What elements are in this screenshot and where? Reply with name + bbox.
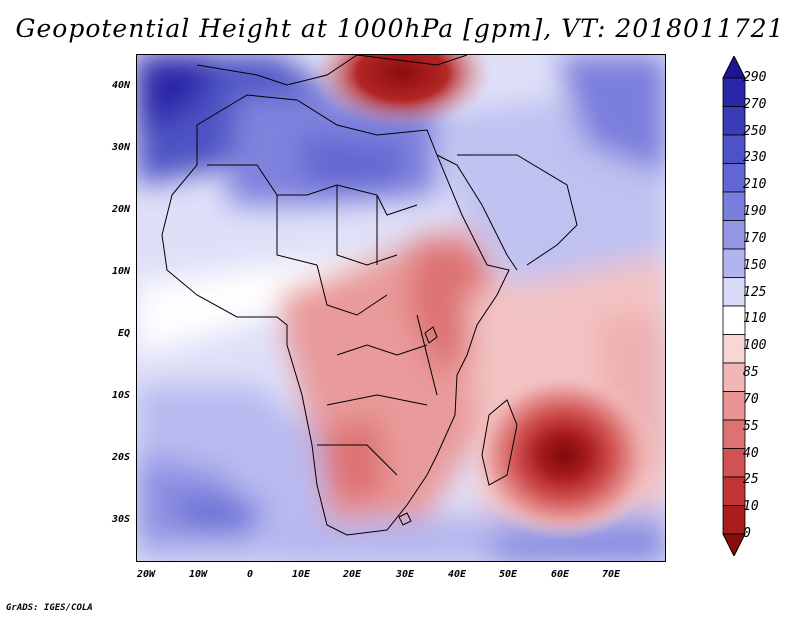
lon-label-0: 0 — [246, 569, 254, 580]
lon-label-10E: 10E — [291, 569, 311, 580]
colorbar-label: 0 — [743, 526, 751, 541]
lat-label-30N: 30N — [111, 142, 130, 153]
chart-title: Geopotential Height at 1000hPa [gpm], VT… — [15, 14, 785, 43]
colorbar-top-arrow — [722, 56, 746, 79]
colorbar-label: 250 — [743, 123, 767, 139]
mascarene-low-center — [469, 370, 659, 540]
lon-label-50E: 50E — [498, 569, 518, 580]
grads-credit: GrADS: IGES/COLA — [6, 603, 93, 613]
colorbar-segment — [722, 248, 746, 278]
colorbar-label: 290 — [743, 70, 767, 85]
colorbar-label: 55 — [743, 418, 759, 434]
colorbar-segment — [722, 163, 746, 193]
colorbar-label: 10 — [743, 499, 759, 515]
lat-label-40N: 40N — [111, 80, 130, 91]
colorbar-segment — [722, 106, 746, 136]
lat-label-20N: 20N — [111, 204, 130, 215]
map-panel[interactable] — [136, 54, 666, 562]
lat-label-20S: 20S — [111, 452, 130, 463]
colorbar-segment — [722, 334, 746, 364]
colorbar-label: 230 — [743, 150, 767, 166]
lon-label-20E: 20E — [342, 569, 362, 580]
lon-label-10W: 10W — [188, 569, 208, 580]
mediterranean-high-center — [312, 55, 492, 128]
lat-label-10N: 10N — [111, 266, 130, 277]
colorbar-segment — [722, 277, 746, 307]
colorbar-segment — [722, 191, 746, 221]
colorbar-segment — [722, 134, 746, 164]
coastlines — [161, 55, 578, 536]
colorbar-label: 85 — [743, 365, 759, 381]
colorbar-segment — [722, 419, 746, 449]
lat-label-30S: 30S — [111, 514, 130, 525]
colorbar-label: 170 — [743, 230, 767, 246]
colorbar-label: 190 — [743, 204, 767, 220]
colorbar-label: 125 — [743, 284, 767, 300]
lat-label-eq: EQ — [117, 328, 130, 339]
colorbar-segment — [722, 391, 746, 421]
colorbar-segment — [722, 77, 746, 107]
colorbar-bottom-arrow — [722, 533, 746, 556]
colorbar-segment — [722, 448, 746, 478]
colorbar-label: 150 — [743, 257, 767, 273]
geopotential-field — [137, 55, 665, 561]
colorbar-label: 40 — [743, 445, 759, 461]
lon-label-30E: 30E — [395, 569, 415, 580]
colorbar-label: 270 — [743, 96, 767, 112]
colorbar-segment — [722, 362, 746, 392]
lon-label-40E: 40E — [447, 569, 467, 580]
colorbar — [722, 56, 746, 556]
field-shading — [137, 55, 665, 561]
colorbar-label: 100 — [743, 338, 767, 354]
colorbar-segment — [722, 220, 746, 250]
colorbar-segment — [722, 476, 746, 506]
colorbar-label: 110 — [743, 311, 767, 327]
lon-label-20W: 20W — [136, 569, 156, 580]
colorbar-label: 25 — [743, 472, 759, 488]
lat-label-10S: 10S — [111, 390, 130, 401]
lon-label-60E: 60E — [550, 569, 570, 580]
lon-label-70E: 70E — [601, 569, 621, 580]
colorbar-label: 70 — [743, 391, 759, 407]
colorbar-segment — [722, 505, 746, 535]
colorbar-label: 210 — [743, 177, 767, 193]
colorbar-segment — [722, 305, 746, 335]
